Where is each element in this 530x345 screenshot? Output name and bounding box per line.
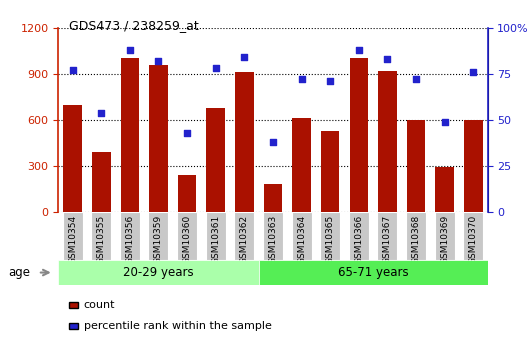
Bar bbox=[464, 120, 483, 212]
FancyBboxPatch shape bbox=[435, 212, 455, 260]
FancyBboxPatch shape bbox=[120, 212, 140, 260]
Point bbox=[440, 119, 449, 125]
Point bbox=[126, 47, 134, 52]
FancyBboxPatch shape bbox=[234, 212, 254, 260]
Text: GSM10369: GSM10369 bbox=[440, 215, 449, 264]
Point bbox=[154, 58, 163, 63]
Point bbox=[412, 77, 420, 82]
Text: GSM10364: GSM10364 bbox=[297, 215, 306, 264]
Text: GSM10359: GSM10359 bbox=[154, 215, 163, 264]
FancyBboxPatch shape bbox=[91, 212, 111, 260]
Bar bbox=[435, 167, 454, 212]
Point bbox=[469, 69, 478, 75]
FancyBboxPatch shape bbox=[406, 212, 426, 260]
Bar bbox=[407, 120, 426, 212]
FancyBboxPatch shape bbox=[349, 212, 369, 260]
FancyBboxPatch shape bbox=[320, 212, 340, 260]
Point bbox=[240, 55, 249, 60]
Point bbox=[355, 47, 363, 52]
Text: GSM10362: GSM10362 bbox=[240, 215, 249, 264]
Bar bbox=[92, 152, 111, 212]
Bar bbox=[235, 72, 254, 212]
Point bbox=[68, 67, 77, 73]
Bar bbox=[206, 108, 225, 212]
Text: 65-71 years: 65-71 years bbox=[338, 266, 409, 279]
FancyBboxPatch shape bbox=[263, 212, 283, 260]
FancyBboxPatch shape bbox=[206, 212, 226, 260]
Text: GSM10360: GSM10360 bbox=[183, 215, 191, 264]
Bar bbox=[321, 131, 340, 212]
Bar bbox=[378, 71, 397, 212]
Point bbox=[183, 130, 191, 136]
FancyBboxPatch shape bbox=[63, 212, 83, 260]
Bar bbox=[263, 184, 282, 212]
Bar bbox=[349, 58, 368, 212]
Bar bbox=[149, 65, 168, 212]
Text: GSM10361: GSM10361 bbox=[211, 215, 220, 264]
Bar bbox=[120, 58, 139, 212]
Bar bbox=[292, 118, 311, 212]
Text: GSM10366: GSM10366 bbox=[355, 215, 363, 264]
Bar bbox=[178, 175, 197, 212]
Text: GDS473 / 238259_at: GDS473 / 238259_at bbox=[69, 19, 199, 32]
Text: age: age bbox=[8, 266, 30, 279]
Text: 20-29 years: 20-29 years bbox=[123, 266, 194, 279]
Text: GSM10363: GSM10363 bbox=[269, 215, 277, 264]
FancyBboxPatch shape bbox=[463, 212, 483, 260]
Point bbox=[211, 66, 220, 71]
Text: GSM10355: GSM10355 bbox=[97, 215, 105, 264]
Text: GSM10368: GSM10368 bbox=[412, 215, 420, 264]
Text: GSM10365: GSM10365 bbox=[326, 215, 334, 264]
Point bbox=[326, 78, 334, 84]
Point bbox=[383, 56, 392, 62]
Bar bbox=[259, 260, 488, 285]
Bar bbox=[63, 105, 82, 212]
Point bbox=[97, 110, 105, 115]
FancyBboxPatch shape bbox=[377, 212, 398, 260]
Text: percentile rank within the sample: percentile rank within the sample bbox=[84, 321, 271, 331]
Text: GSM10367: GSM10367 bbox=[383, 215, 392, 264]
FancyBboxPatch shape bbox=[177, 212, 197, 260]
Bar bbox=[58, 260, 259, 285]
Text: count: count bbox=[84, 300, 115, 310]
FancyBboxPatch shape bbox=[292, 212, 312, 260]
Point bbox=[297, 77, 306, 82]
Point bbox=[269, 139, 277, 145]
Text: GSM10370: GSM10370 bbox=[469, 215, 478, 264]
FancyBboxPatch shape bbox=[148, 212, 169, 260]
Text: GSM10354: GSM10354 bbox=[68, 215, 77, 264]
Text: GSM10356: GSM10356 bbox=[126, 215, 134, 264]
